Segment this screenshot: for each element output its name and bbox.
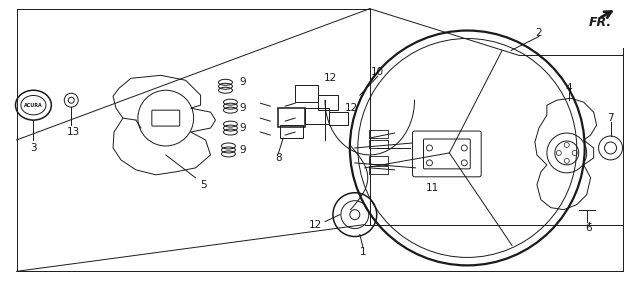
Text: 2: 2 bbox=[536, 28, 542, 38]
Text: 11: 11 bbox=[426, 183, 439, 193]
Text: 12: 12 bbox=[323, 73, 337, 83]
Text: 9: 9 bbox=[239, 103, 246, 113]
Text: 8: 8 bbox=[275, 153, 282, 163]
Text: 9: 9 bbox=[239, 77, 246, 87]
Text: 12: 12 bbox=[345, 103, 358, 113]
Text: 9: 9 bbox=[239, 123, 246, 133]
Text: 13: 13 bbox=[67, 127, 80, 137]
Text: 10: 10 bbox=[371, 67, 384, 77]
Text: ACURA: ACURA bbox=[24, 103, 43, 108]
Text: 7: 7 bbox=[607, 113, 614, 123]
Text: 1: 1 bbox=[360, 248, 366, 257]
Text: 5: 5 bbox=[200, 180, 207, 190]
Text: 3: 3 bbox=[30, 143, 36, 153]
Text: FR.: FR. bbox=[589, 16, 612, 29]
Text: 4: 4 bbox=[566, 83, 572, 93]
Text: 9: 9 bbox=[239, 145, 246, 155]
Text: 6: 6 bbox=[586, 223, 592, 233]
Text: 12: 12 bbox=[308, 219, 322, 230]
